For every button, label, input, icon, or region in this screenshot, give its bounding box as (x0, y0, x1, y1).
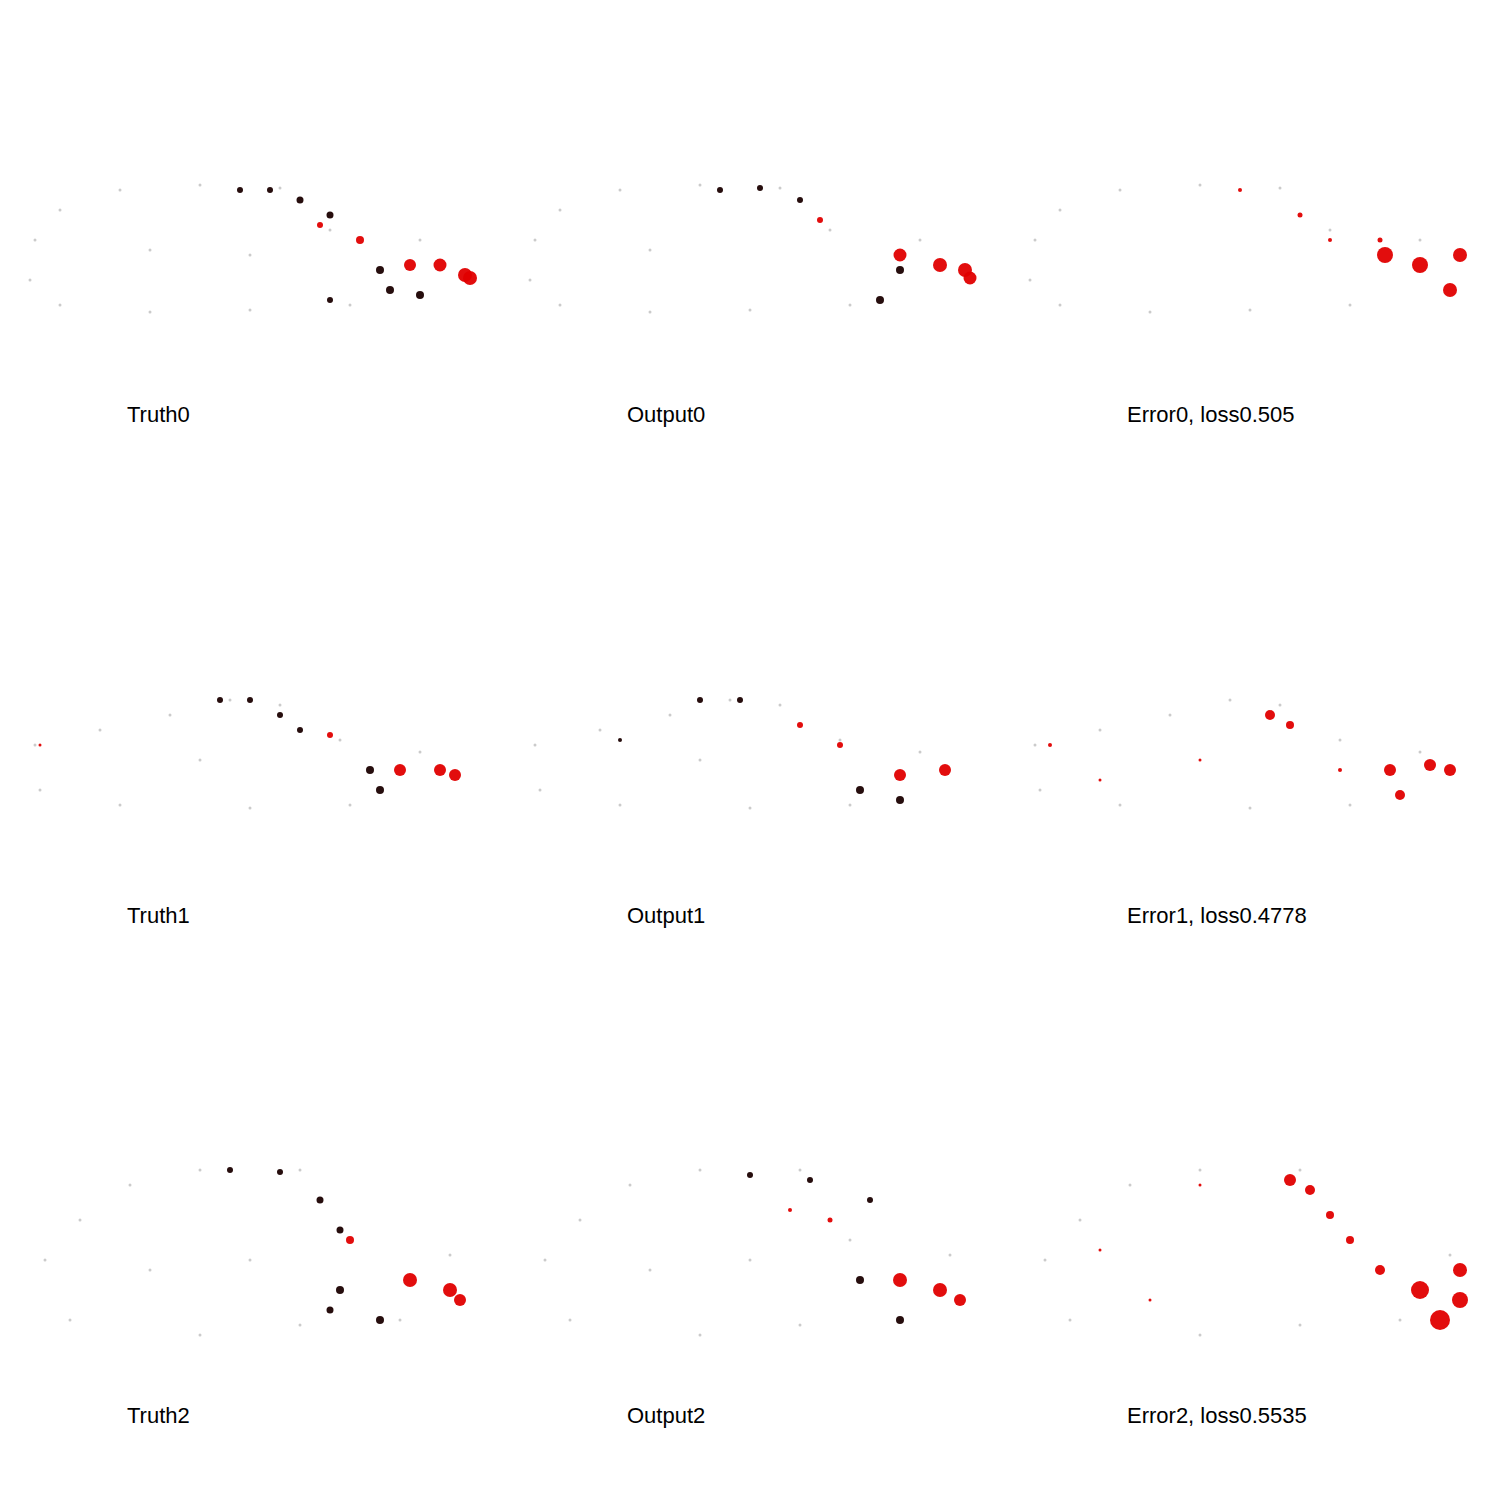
svg-text:Error2, loss0.5535: Error2, loss0.5535 (1127, 1403, 1307, 1428)
svg-text:Output1: Output1 (627, 903, 705, 928)
svg-text:Output0: Output0 (627, 402, 705, 427)
svg-text:Output2: Output2 (627, 1403, 705, 1428)
svg-text:Truth0: Truth0 (127, 402, 190, 427)
svg-text:Error0, loss0.505: Error0, loss0.505 (1127, 402, 1295, 427)
svg-text:Truth2: Truth2 (127, 1403, 190, 1428)
svg-text:Error1, loss0.4778: Error1, loss0.4778 (1127, 903, 1307, 928)
svg-text:Truth1: Truth1 (127, 903, 190, 928)
